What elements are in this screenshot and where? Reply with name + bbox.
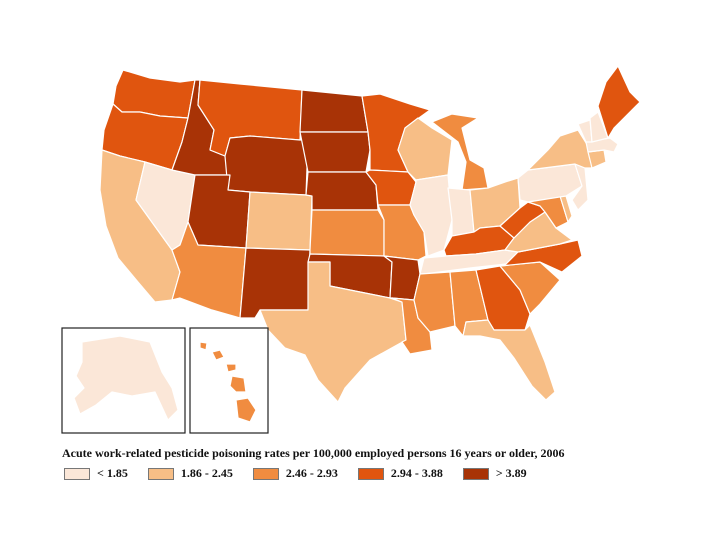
- state-hi-island-3: [225, 363, 237, 373]
- legend-label: 2.94 - 3.88: [390, 466, 443, 480]
- legend-item: 1.86 - 2.45: [147, 466, 233, 481]
- state-nd: [299, 89, 369, 133]
- state-hi-island-2: [211, 349, 225, 361]
- state-me: [597, 65, 641, 139]
- state-wa: [112, 69, 196, 119]
- state-hi-island-4: [229, 375, 247, 393]
- state-mi: [431, 113, 489, 191]
- state-co: [245, 191, 313, 251]
- legend: < 1.85 1.86 - 2.45 2.46 - 2.93 2.94 - 3.…: [64, 466, 547, 481]
- legend-item: < 1.85: [64, 466, 128, 481]
- state-wy: [224, 135, 309, 196]
- state-ny: [527, 129, 593, 171]
- state-sd: [299, 131, 371, 173]
- legend-label: < 1.85: [97, 466, 128, 480]
- legend-item: 2.46 - 2.93: [252, 466, 338, 481]
- legend-swatch: [64, 467, 90, 480]
- state-ne: [305, 171, 379, 211]
- legend-title: Acute work-related pesticide poisoning r…: [62, 446, 565, 460]
- legend-item: 2.94 - 3.88: [357, 466, 443, 481]
- state-nm: [239, 247, 311, 319]
- state-fl: [462, 319, 556, 401]
- state-az: [171, 221, 247, 319]
- state-ak: [73, 335, 179, 421]
- legend-swatch: [357, 467, 384, 480]
- state-hi-group: [199, 341, 257, 423]
- state-hi-island-1: [199, 341, 208, 351]
- state-tx: [259, 261, 407, 403]
- state-hi-island-5: [235, 397, 257, 423]
- legend-swatch: [462, 467, 489, 480]
- legend-item: > 3.89: [462, 466, 527, 481]
- state-ks: [309, 209, 385, 257]
- legend-label: > 3.89: [495, 466, 527, 480]
- legend-label: 1.86 - 2.45: [180, 466, 233, 480]
- legend-label: 2.46 - 2.93: [285, 466, 338, 480]
- legend-swatch: [147, 467, 174, 480]
- legend-swatch: [252, 467, 279, 480]
